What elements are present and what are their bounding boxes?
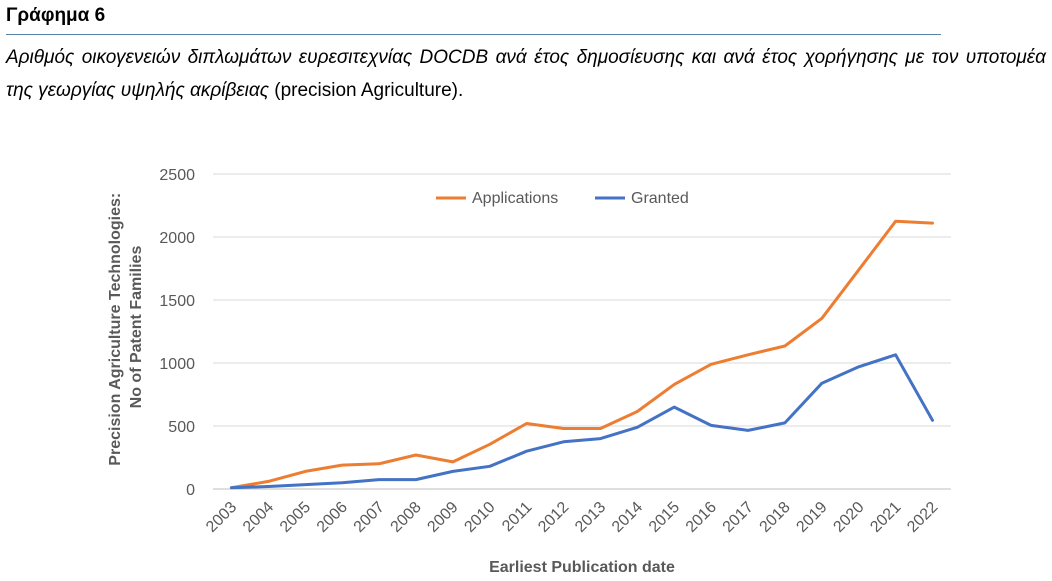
x-tick-label: 2016 [683,499,720,536]
y-tick-label: 500 [168,419,195,436]
legend: Applications Granted [436,190,689,207]
x-tick-label: 2017 [720,499,757,536]
x-axis-title: Earliest Publication date [489,559,675,576]
y-axis-title-line-1: Precision Agriculture Technologies: [107,193,124,466]
x-tick-label: 2018 [757,499,794,536]
y-axis-title-line-2: No of Patent Families [128,246,145,409]
series-lines [231,221,932,487]
x-tick-label: 2013 [572,499,609,536]
y-tick-label: 1500 [159,293,195,310]
x-tick-label: 2008 [388,499,425,536]
series-line-granted [231,355,932,488]
x-tick-label: 2006 [314,499,351,536]
x-tick-label: 2015 [646,499,683,536]
x-tick-label: 2022 [904,499,941,536]
x-tick-label: 2005 [277,499,314,536]
x-tick-label: 2010 [461,499,498,536]
x-tick-label: 2003 [203,499,240,536]
x-tick-label: 2009 [424,499,461,536]
x-tick-label: 2012 [535,499,572,536]
x-tick-label: 2019 [793,499,830,536]
y-tick-label: 2000 [159,230,195,247]
x-tick-label: 2011 [499,499,535,535]
y-tick-label: 2500 [159,167,195,184]
line-chart: 05001000150020002500 2003200420052006200… [0,0,1052,581]
legend-label-granted: Granted [631,190,689,207]
x-tick-label: 2007 [351,499,388,536]
x-tick-label: 2020 [830,499,867,536]
gridlines [213,174,951,489]
x-tick-label: 2014 [609,499,646,536]
series-line-applications [231,221,932,487]
y-tick-labels: 0 500 1000 1500 2000 2500 [159,167,195,499]
y-tick-label: 1000 [159,356,195,373]
y-tick-label: 0 [186,482,195,499]
x-tick-label: 2021 [867,499,904,536]
y-axis-title: Precision Agriculture Technologies: No o… [107,188,145,465]
legend-label-applications: Applications [472,190,558,207]
x-tick-labels: 2003200420052006200720082009201020112012… [203,499,941,536]
x-tick-label: 2004 [240,499,277,536]
